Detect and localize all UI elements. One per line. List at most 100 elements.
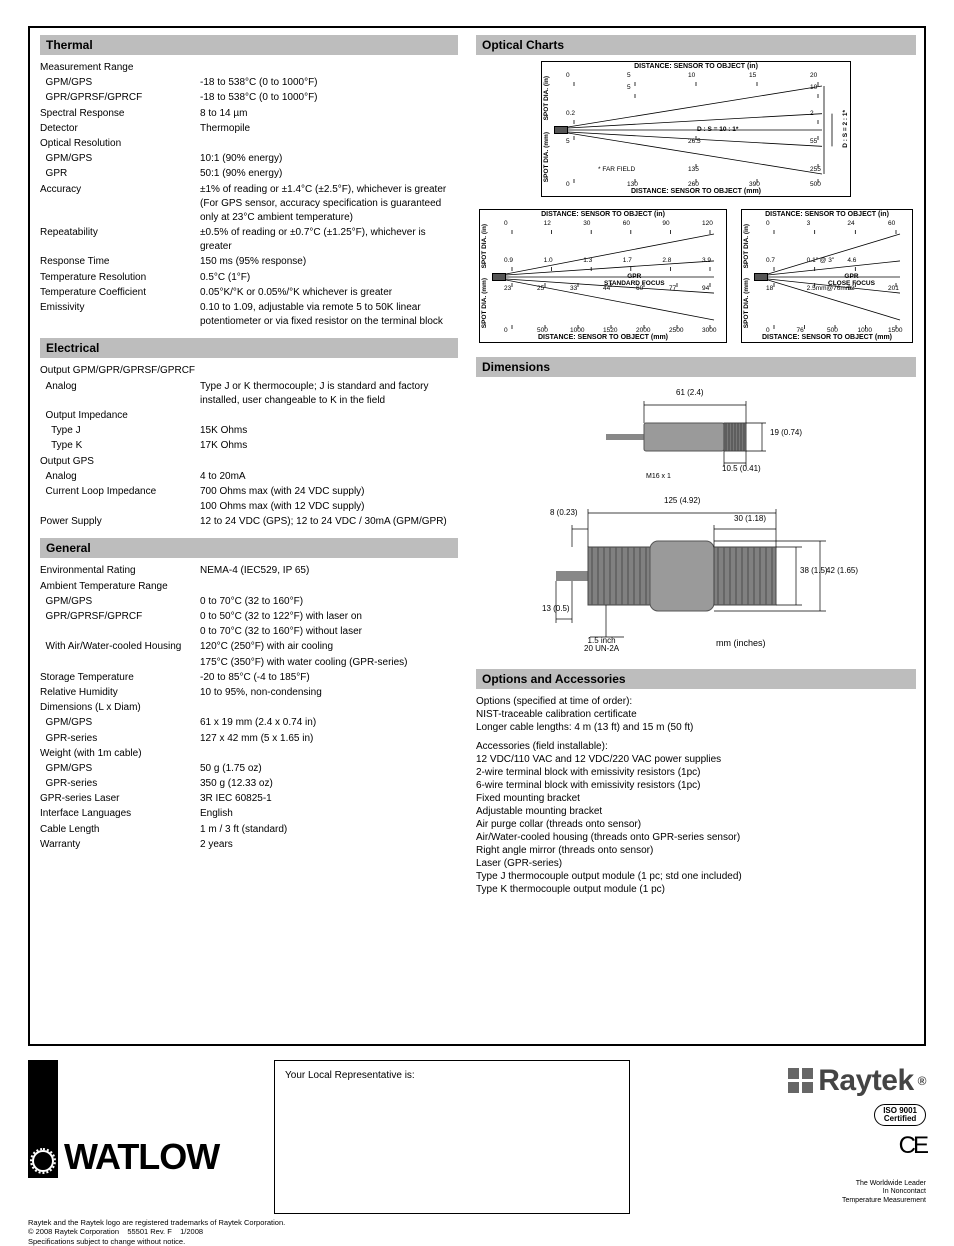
raytek-text: Raytek xyxy=(818,1064,913,1098)
page-frame: Thermal Measurement Range GPM/GPS-18 to … xyxy=(28,26,926,1046)
spec-row: Environmental RatingNEMA-4 (IEC529, IP 6… xyxy=(40,564,458,578)
spec-row: Output Impedance xyxy=(40,409,458,423)
spec-row: Analog4 to 20mA xyxy=(40,470,458,484)
legal3: Specifications subject to change without… xyxy=(28,1237,926,1246)
section-general: General xyxy=(40,538,458,558)
section-thermal: Thermal xyxy=(40,35,458,55)
section-electrical: Electrical xyxy=(40,338,458,358)
thermal-specs: Measurement Range GPM/GPS-18 to 538°C (0… xyxy=(40,61,458,330)
option-line: NIST-traceable calibration certificate xyxy=(476,708,916,721)
spec-row: Emissivity0.10 to 1.09, adjustable via r… xyxy=(40,301,458,329)
electrical-specs: Output GPM/GPR/GPRSF/GPRCF AnalogType J … xyxy=(40,364,458,530)
option-line: Adjustable mounting bracket xyxy=(476,805,916,818)
ce-mark: CE xyxy=(899,1132,926,1160)
spec-row: Spectral Response8 to 14 µm xyxy=(40,107,458,121)
option-line: Right angle mirror (threads onto sensor) xyxy=(476,844,916,857)
options-list: Options (specified at time of order):NIS… xyxy=(476,695,916,896)
spec-row: 100 Ohms max (with 12 VDC supply) xyxy=(40,500,458,514)
spec-row: Output GPS xyxy=(40,455,458,469)
dim-l-cable: 13 (0.5) xyxy=(542,605,570,613)
option-line: 2-wire terminal block with emissivity re… xyxy=(476,766,916,779)
right-column: Optical Charts DISTANCE: SENSOR TO OBJEC… xyxy=(468,28,924,1044)
option-line: Longer cable lengths: 4 m (13 ft) and 15… xyxy=(476,721,916,734)
spec-row: GPR-series Laser3R IEC 60825-1 xyxy=(40,792,458,806)
raytek-icon xyxy=(788,1068,814,1094)
contact-box: Your Local Representative is: xyxy=(274,1060,630,1214)
spec-row: GPM/GPS61 x 19 mm (2.4 x 0.74 in) xyxy=(40,716,458,730)
option-line: Type J thermocouple output module (1 pc;… xyxy=(476,870,916,883)
legal1: Raytek and the Raytek logo are registere… xyxy=(28,1218,926,1227)
watlow-bar xyxy=(28,1060,58,1178)
dim-small-length: 61 (2.4) xyxy=(676,389,704,397)
option-line: Fixed mounting bracket xyxy=(476,792,916,805)
spec-row: Storage Temperature-20 to 85°C (-4 to 18… xyxy=(40,671,458,685)
option-line: Air purge collar (threads onto sensor) xyxy=(476,818,916,831)
option-line: Accessories (field installable): xyxy=(476,740,916,753)
spec-row: GPM/GPS10:1 (90% energy) xyxy=(40,152,458,166)
option-line: 6-wire terminal block with emissivity re… xyxy=(476,779,916,792)
spec-row: Ambient Temperature Range xyxy=(40,580,458,594)
spec-row: Power Supply12 to 24 VDC (GPS); 12 to 24… xyxy=(40,515,458,529)
spec-row: With Air/Water-cooled Housing120°C (250°… xyxy=(40,640,458,654)
spec-row: Interface LanguagesEnglish xyxy=(40,807,458,821)
dim-l-dia1: 38 (1.5) xyxy=(800,567,828,575)
spec-row: Relative Humidity10 to 95%, non-condensi… xyxy=(40,686,458,700)
right-footer: Raytek® ISO 9001 Certified CE The Worldw… xyxy=(630,1060,926,1205)
spec-row: Repeatability±0.5% of reading or ±0.7°C … xyxy=(40,226,458,254)
dim-l-back: 8 (0.23) xyxy=(550,509,578,517)
spec-row: Current Loop Impedance700 Ohms max (with… xyxy=(40,485,458,499)
spec-row: Cable Length1 m / 3 ft (standard) xyxy=(40,823,458,837)
spec-row: GPM/GPS-18 to 538°C (0 to 1000°F) xyxy=(40,76,458,90)
spec-row: GPR/GPRSF/GPRCF-18 to 538°C (0 to 1000°F… xyxy=(40,91,458,105)
spec-row: Optical Resolution xyxy=(40,137,458,151)
top-chart-wrap: DISTANCE: SENSOR TO OBJECT (in)DISTANCE:… xyxy=(476,61,916,197)
legal2: © 2008 Raytek Corporation 55501 Rev. F 1… xyxy=(28,1227,926,1236)
contact-title: Your Local Representative is: xyxy=(285,1069,619,1083)
left-column: Thermal Measurement Range GPM/GPS-18 to … xyxy=(30,28,468,1044)
dim-l-total: 125 (4.92) xyxy=(664,497,700,505)
spec-row: GPR-series127 x 42 mm (5 x 1.65 in) xyxy=(40,732,458,746)
section-optical: Optical Charts xyxy=(476,35,916,55)
dim-small-thread: M16 x 1 xyxy=(646,473,671,480)
iso-badge: ISO 9001 Certified xyxy=(874,1104,926,1126)
section-options: Options and Accessories xyxy=(476,669,916,689)
spec-row: GPR50:1 (90% energy) xyxy=(40,167,458,181)
dim-l-thread: 1.5 inch 20 UN-2A xyxy=(584,637,619,653)
spec-row: Temperature Coefficient0.05°K/°K or 0.05… xyxy=(40,286,458,300)
watlow-logo: WATLOW xyxy=(28,1060,264,1178)
spec-row: GPR-series350 g (12.33 oz) xyxy=(40,777,458,791)
dim-small-thread-len: 10.5 (0.41) xyxy=(722,465,761,473)
dim-l-units: mm (inches) xyxy=(716,639,766,648)
section-dimensions: Dimensions xyxy=(476,357,916,377)
spec-row: Type K17K Ohms xyxy=(40,439,458,453)
spec-row: Accuracy±1% of reading or ±1.4°C (±2.5°F… xyxy=(40,183,458,226)
spec-row: Measurement Range xyxy=(40,61,458,75)
spec-row: Response Time150 ms (95% response) xyxy=(40,255,458,269)
raytek-slogan: The Worldwide Leader In Noncontact Tempe… xyxy=(842,1180,926,1205)
dim-small-dia: 19 (0.74) xyxy=(770,429,802,437)
general-specs: Environmental RatingNEMA-4 (IEC529, IP 6… xyxy=(40,564,458,853)
option-line: Laser (GPR-series) xyxy=(476,857,916,870)
spec-row: AnalogType J or K thermocouple; J is sta… xyxy=(40,380,458,408)
spec-row: 0 to 70°C (32 to 160°F) without laser xyxy=(40,625,458,639)
watlow-text: WATLOW xyxy=(64,1136,219,1178)
dim-large: 125 (4.92) 30 (1.18) 8 (0.23) 38 (1.5) 4… xyxy=(516,489,876,659)
chart-gpr-standard: DISTANCE: SENSOR TO OBJECT (in)DISTANCE:… xyxy=(479,209,727,343)
gear-icon xyxy=(32,1150,54,1172)
spec-row: GPR/GPRSF/GPRCF0 to 50°C (32 to 122°F) w… xyxy=(40,610,458,624)
spec-row: Temperature Resolution0.5°C (1°F) xyxy=(40,271,458,285)
spec-row: GPM/GPS50 g (1.75 oz) xyxy=(40,762,458,776)
dim-l-dia2: 42 (1.65) xyxy=(826,567,858,575)
dim-l-front: 30 (1.18) xyxy=(734,515,766,523)
option-line: 12 VDC/110 VAC and 12 VDC/220 VAC power … xyxy=(476,753,916,766)
chart-gpm-gps: DISTANCE: SENSOR TO OBJECT (in)DISTANCE:… xyxy=(541,61,851,197)
footer: WATLOW Your Local Representative is: Ray… xyxy=(28,1060,926,1214)
bottom-charts-row: DISTANCE: SENSOR TO OBJECT (in)DISTANCE:… xyxy=(476,209,916,343)
option-line: Air/Water-cooled housing (threads onto G… xyxy=(476,831,916,844)
spec-row: Dimensions (L x Diam) xyxy=(40,701,458,715)
spec-row: Weight (with 1m cable) xyxy=(40,747,458,761)
option-line: Options (specified at time of order): xyxy=(476,695,916,708)
spec-row: Warranty2 years xyxy=(40,838,458,852)
option-line: Type K thermocouple output module (1 pc) xyxy=(476,883,916,896)
chart-gpr-close: DISTANCE: SENSOR TO OBJECT (in)DISTANCE:… xyxy=(741,209,913,343)
